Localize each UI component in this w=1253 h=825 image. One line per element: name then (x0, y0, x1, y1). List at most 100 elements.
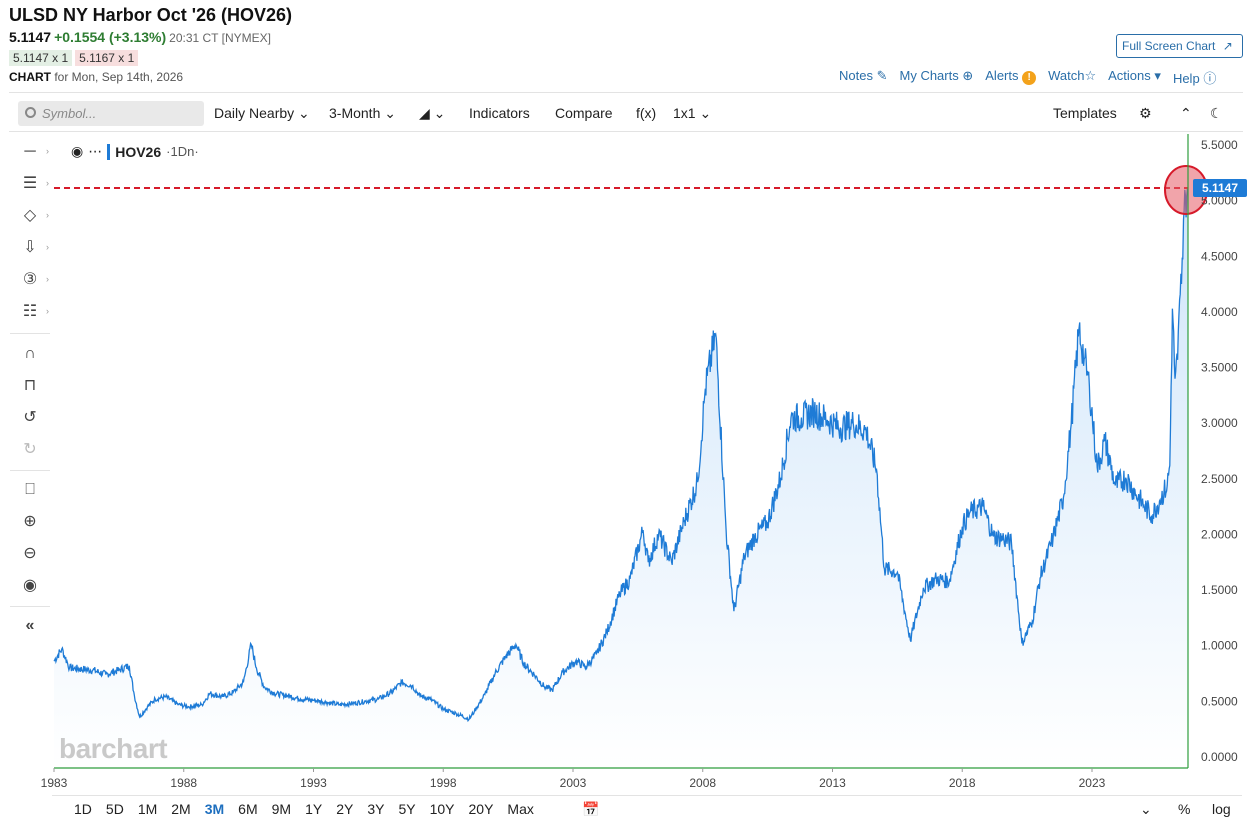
zoom-out-icon[interactable]: ⊖ (23, 545, 37, 562)
plus-circle-icon: ⊕ (962, 68, 974, 83)
full-screen-chart-button[interactable]: Full Screen Chart ↗ (1116, 34, 1243, 58)
chevron-down-icon: ⌄ (384, 105, 396, 121)
bid-ask: 5.1147 x 1 5.1167 x 1 (9, 50, 141, 66)
y-tick-label: 5.0000 (1201, 194, 1238, 208)
legend-period: ·1Dn· (166, 144, 199, 159)
compare-button[interactable]: Compare (555, 105, 613, 121)
last-price: 5.1147 (9, 29, 52, 45)
chart-date-line: CHART for Mon, Sep 14th, 2026 (9, 70, 183, 84)
period-label: 3-Month (329, 105, 381, 121)
trash-icon[interactable]: ⎕ (25, 481, 35, 498)
fibonacci-tool-icon[interactable]: ☰ (22, 175, 38, 192)
y-tick-label: 3.5000 (1201, 361, 1238, 375)
range-button-1d[interactable]: 1D (74, 801, 92, 817)
number-marker-icon[interactable]: ③ (22, 271, 38, 288)
range-button-2m[interactable]: 2M (171, 801, 191, 817)
range-button-5y[interactable]: 5Y (398, 801, 416, 817)
top-links: Notes ✎ My Charts ⊕ Alerts ! Watch☆ Acti… (839, 68, 1216, 87)
actions-menu[interactable]: Actions ▾ (1108, 68, 1161, 87)
chevron-right-icon: › (46, 242, 49, 252)
calendar-icon[interactable]: 📅 (582, 801, 600, 817)
page-title: ULSD NY Harbor Oct '26 (HOV26) (9, 5, 293, 25)
pencil-icon: ✎ (876, 68, 888, 83)
arrow-down-tool-icon[interactable]: ⇩ (23, 239, 37, 256)
eye-icon[interactable]: ◉ (71, 143, 84, 159)
range-button-6m[interactable]: 6M (238, 801, 258, 817)
notes-link[interactable]: Notes ✎ (839, 68, 888, 87)
collapse-down-icon[interactable]: ⌄ (1140, 801, 1152, 817)
x-tick-label: 2008 (689, 776, 716, 790)
range-button-20y[interactable]: 20Y (468, 801, 494, 817)
chevron-down-icon: ⌄ (699, 105, 712, 121)
x-tick-label: 1988 (170, 776, 197, 790)
layout-dropdown[interactable]: 1x1 ⌄ (673, 105, 711, 122)
collapse-up-icon[interactable]: ⌃ (1180, 105, 1192, 121)
watch-link[interactable]: Watch☆ (1048, 68, 1096, 87)
templates-button[interactable]: Templates (1053, 105, 1117, 121)
eye-icon[interactable]: ◉ (23, 577, 37, 594)
chevron-down-icon: ⌄ (298, 105, 310, 121)
quote-time: 20:31 CT [NYMEX] (169, 31, 271, 45)
search-placeholder: Symbol... (42, 106, 97, 121)
search-icon (25, 107, 36, 118)
alerts-link[interactable]: Alerts ! (985, 68, 1037, 87)
range-button-5d[interactable]: 5D (105, 801, 124, 817)
percent-toggle[interactable]: % (1178, 801, 1191, 817)
range-button-2y[interactable]: 2Y (336, 801, 354, 817)
chevron-right-icon: › (46, 274, 49, 284)
range-button-9m[interactable]: 9M (271, 801, 292, 817)
indicators-button[interactable]: Indicators (469, 105, 530, 121)
help-link[interactable]: Help ⓘ (1173, 68, 1216, 87)
range-button-3m[interactable]: 3M (204, 801, 225, 817)
price-line-group (53, 187, 1189, 723)
chart-date: for Mon, Sep 14th, 2026 (54, 70, 184, 84)
chart-toolbar: Symbol... Daily Nearby ⌄ 3-Month ⌄ ◢ ⌄ I… (9, 97, 1243, 131)
x-tick-label: 2013 (819, 776, 846, 790)
unlock-icon[interactable]: ⊓ (23, 377, 37, 394)
redo-icon[interactable]: ↻ (23, 441, 37, 458)
fx-button[interactable]: f(x) (636, 105, 657, 121)
y-tick-label: 4.0000 (1201, 305, 1238, 319)
log-toggle[interactable]: log (1212, 801, 1231, 817)
more-options-icon[interactable]: ⋯ (88, 143, 103, 159)
range-button-1y[interactable]: 1Y (305, 801, 323, 817)
period-dropdown[interactable]: 3-Month ⌄ (329, 105, 396, 122)
x-tick-label: 2003 (560, 776, 587, 790)
magnet-icon[interactable]: ∩ (24, 345, 36, 362)
zoom-in-icon[interactable]: ⊕ (23, 513, 37, 530)
header-divider (9, 92, 1243, 93)
range-button-10y[interactable]: 10Y (429, 801, 455, 817)
sidebar-divider (10, 606, 50, 607)
gear-icon[interactable]: ⚙ (1139, 105, 1152, 121)
frequency-dropdown[interactable]: Daily Nearby ⌄ (214, 105, 310, 122)
y-tick-label: 2.0000 (1201, 527, 1238, 541)
y-axis: 5.5000 5.0000 4.5000 4.0000 3.5000 3.0000 2.50… (1187, 134, 1247, 768)
caret-down-icon: ▾ (1154, 68, 1161, 83)
undo-icon[interactable]: ↺ (23, 409, 37, 426)
last-price-label-bg (1193, 178, 1247, 197)
range-button-1m[interactable]: 1M (137, 801, 158, 817)
y-tick-label: 1.0000 (1201, 639, 1238, 653)
dark-mode-icon[interactable]: ☾ (1210, 105, 1223, 121)
symbol-search-input[interactable]: Symbol... (18, 101, 204, 126)
range-button-3y[interactable]: 3Y (367, 801, 385, 817)
measure-tool-icon[interactable]: ☷ (22, 303, 38, 320)
chart-legend: ◉ ⋯ HOV26 ·1Dn· (71, 143, 199, 160)
chart-type-dropdown[interactable]: ◢ ⌄ (419, 105, 445, 122)
y-tick-label: 2.5000 (1201, 472, 1238, 486)
x-tick-label: 1983 (41, 776, 68, 790)
x-tick-label: 2018 (949, 776, 976, 790)
my-charts-label: My Charts (899, 68, 959, 83)
sidebar-divider (10, 470, 50, 471)
chevron-right-icon: › (46, 210, 49, 220)
shape-tool-icon[interactable]: ◇ (23, 207, 37, 224)
sidebar-divider (10, 333, 50, 334)
line-tool-icon[interactable]: ─ (24, 143, 36, 160)
y-tick-label: 0.0000 (1201, 750, 1238, 764)
range-button-max[interactable]: Max (507, 801, 534, 817)
y-tick-label: 3.0000 (1201, 416, 1238, 430)
y-tick-label: 4.5000 (1201, 249, 1238, 263)
my-charts-link[interactable]: My Charts ⊕ (900, 68, 974, 87)
collapse-sidebar-icon[interactable]: « (25, 617, 35, 634)
